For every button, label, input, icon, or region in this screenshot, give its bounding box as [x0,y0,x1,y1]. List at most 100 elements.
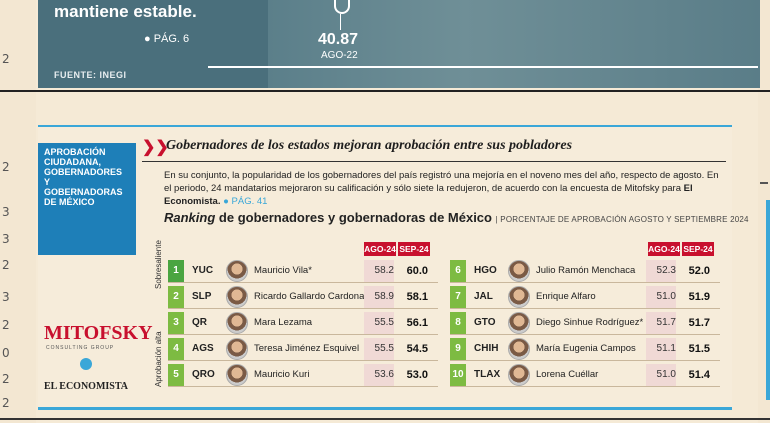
section-divider [0,90,770,92]
avatar [508,338,530,360]
el-economista-icon [80,358,92,370]
state-code: AGS [192,343,214,354]
table-title: Ranking de gobernadores y gobernadoras d… [164,210,749,225]
governor-name: Lorena Cuéllar [536,369,599,380]
value-sep: 51.5 [688,343,710,355]
row-divider [168,386,438,387]
governor-name: Enrique Alfaro [536,291,596,302]
rank-badge: 8 [450,312,466,334]
table-row: 6 HGO Julio Ramón Menchaca 52.3 52.0 [450,258,720,283]
value-ago: 51.0 [646,364,676,386]
chart-marker [334,0,350,14]
source-label: FUENTE: INEGI [54,70,127,80]
state-code: QRO [192,369,215,380]
value-ago: 55.5 [364,312,394,334]
banner-photo [268,0,760,88]
governor-name: María Eugenia Campos [536,343,636,354]
right-strip [758,0,770,423]
state-code: SLP [192,291,212,302]
margin-number: 2 [2,52,10,66]
chart-axis-line [208,66,758,68]
column-header-sep: SEP-24 [682,242,714,256]
row-divider [168,282,438,283]
row-divider [450,360,720,361]
value-sep: 53.0 [406,369,428,381]
value-sep: 60.0 [406,265,428,277]
value-ago: 51.0 [646,286,676,308]
table-row: 2 SLP Ricardo Gallardo Cardona 58.9 58.1 [168,284,438,309]
row-divider [168,334,438,335]
state-code: TLAX [474,369,501,380]
page-reference: ● PÁG. 41 [223,196,268,207]
table-row: 1 YUC Mauricio Vila* 58.2 60.0 [168,258,438,283]
rank-badge: 5 [168,364,184,386]
value-ago: 51.7 [646,312,676,334]
governor-name: Mauricio Kuri [254,369,310,380]
table-note: | PORCENTAJE DE APROBACIÓN AGOSTO Y SEPT… [495,215,749,224]
margin-number: 2 [2,372,10,386]
governor-name: Mauricio Vila* [254,265,312,276]
row-divider [168,308,438,309]
table-row: 9 CHIH María Eugenia Campos 51.1 51.5 [450,336,720,361]
state-code: GTO [474,317,496,328]
avatar [226,286,248,308]
banner-text: mantiene estable. [54,2,197,21]
left-margin: 2 2 3 3 2 3 2 0 2 2 [0,0,36,423]
state-code: QR [192,317,207,328]
value-ago: 55.5 [364,338,394,360]
value-ago: 52.3 [646,260,676,282]
chart-value: 40.87 [318,31,359,48]
state-code: HGO [474,265,497,276]
value-ago: 58.9 [364,286,394,308]
avatar [508,364,530,386]
value-sep: 51.4 [688,369,710,381]
rank-badge: 6 [450,260,466,282]
governor-name: Ricardo Gallardo Cardona [254,291,365,302]
governor-name: Julio Ramón Menchaca [536,265,636,276]
margin-number: 2 [2,396,10,410]
rank-badge: 3 [168,312,184,334]
governor-name: Mara Lezama [254,317,313,328]
divider [760,182,768,184]
avatar [226,364,248,386]
table-row: 5 QRO Mauricio Kuri 53.6 53.0 [168,362,438,387]
table-row: 4 AGS Teresa Jiménez Esquivel 55.5 54.5 [168,336,438,361]
rank-badge: 7 [450,286,466,308]
value-sep: 52.0 [688,265,710,277]
avatar [226,260,248,282]
value-sep: 54.5 [406,343,428,355]
value-sep: 58.1 [406,291,428,303]
margin-number: 2 [2,318,10,332]
rank-badge: 1 [168,260,184,282]
value-ago: 53.6 [364,364,394,386]
mitofsky-logo: MITOFSKY [44,322,153,344]
margin-number: 0 [2,346,10,360]
margin-number: 3 [2,232,10,246]
column-header-sep: SEP-24 [398,242,430,256]
top-banner: mantiene estable. ● PÁG. 6 FUENTE: INEGI… [38,0,760,88]
tag-sobresaliente: Sobresaliente [154,240,163,289]
headline: Gobernadores de los estados mejoran apro… [166,138,573,153]
ranking-card: APROBACIÓN CIUDADANA, GOBERNADORES Y GOB… [38,125,749,410]
margin-number: 2 [2,258,10,272]
rank-badge: 9 [450,338,466,360]
body-text-publication: El Economista. [164,183,693,207]
chart-stem [340,14,341,30]
rank-badge: 10 [450,364,466,386]
row-divider [168,360,438,361]
table-row: 3 QR Mara Lezama 55.5 56.1 [168,310,438,335]
value-sep: 51.7 [688,317,710,329]
value-sep: 56.1 [406,317,428,329]
avatar [508,312,530,334]
governor-name: Teresa Jiménez Esquivel [254,343,360,354]
state-code: JAL [474,291,493,302]
rank-badge: 2 [168,286,184,308]
table-row: 8 GTO Diego Sinhue Rodríguez* 51.7 51.7 [450,310,720,335]
tag-aprobacion-alta: Aprobación alta [154,331,163,387]
value-ago: 58.2 [364,260,394,282]
margin-number: 2 [2,160,10,174]
value-sep: 51.9 [688,291,710,303]
avatar [226,312,248,334]
row-divider [450,386,720,387]
column-header-ago: AGO-24 [648,242,680,256]
